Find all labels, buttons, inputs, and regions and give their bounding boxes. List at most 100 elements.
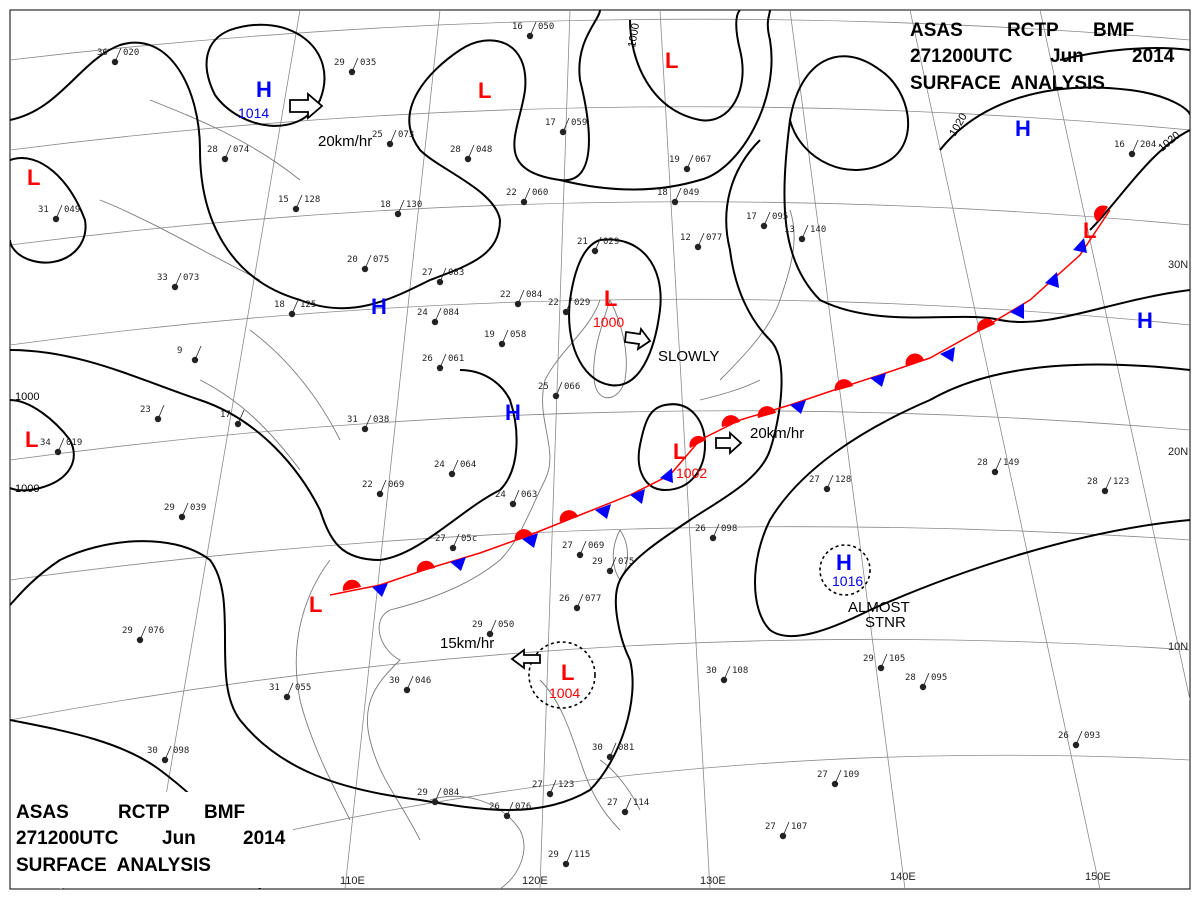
station-pressure: 140 xyxy=(810,225,826,235)
station-pressure: 049 xyxy=(683,188,699,198)
low-center: L xyxy=(673,439,686,464)
isobar-low-ring-north xyxy=(629,10,744,122)
station-temperature: 30 xyxy=(389,676,400,686)
title-line-3: SURFACE ANALYSIS xyxy=(910,73,1105,94)
isobar-label: 1000 xyxy=(15,483,39,495)
wind-barb xyxy=(1104,476,1112,492)
cold-triangle xyxy=(522,533,538,548)
wind-barb xyxy=(295,194,303,210)
station-pressure: 125 xyxy=(300,300,316,310)
station-plot: 18 049 xyxy=(657,187,699,206)
station-temperature: 27 xyxy=(422,268,433,278)
station-plot: 22 029 xyxy=(548,297,590,316)
title-line-2-word: 271200UTC xyxy=(910,46,1013,67)
dotted-rings xyxy=(528,544,871,709)
warm-semicircle xyxy=(905,353,924,366)
station-pressure: 128 xyxy=(304,195,320,205)
station-temperature: 20 xyxy=(347,255,358,265)
wind-barb xyxy=(194,345,202,361)
title-top-right: ASAS RCTP BMF 271200UTC Jun 2014 SURFACE… xyxy=(910,20,1175,94)
station-temperature: 12 xyxy=(680,233,691,243)
station-temperature: 31 xyxy=(269,683,280,693)
station-plot: 25 073 xyxy=(372,129,414,148)
longitude-line-130e xyxy=(659,10,711,889)
title-line-1-word: BMF xyxy=(204,802,245,823)
wind-barb xyxy=(826,474,834,490)
wind-barb xyxy=(291,299,299,315)
station-plot: 34 019 xyxy=(40,437,82,456)
wind-barb xyxy=(523,187,531,203)
station-pressure: 095 xyxy=(772,212,788,222)
station-plot: 17 095 xyxy=(746,211,788,230)
station-temperature: 29 xyxy=(417,788,428,798)
low-center: L xyxy=(604,286,617,311)
wind-barb xyxy=(114,47,122,63)
latitude-line-40n xyxy=(10,18,1190,61)
station-plot: 9 xyxy=(177,345,202,364)
station-pressure: 067 xyxy=(695,155,711,165)
wind-barb xyxy=(467,144,475,160)
station-plot: 31 038 xyxy=(347,414,389,433)
warm-semicircle xyxy=(559,510,578,522)
wind-barb xyxy=(565,297,573,313)
station-temperature: 18 xyxy=(380,200,391,210)
wind-barb xyxy=(674,187,682,203)
wind-barb xyxy=(406,675,414,691)
china-coast xyxy=(366,299,601,841)
warm-semicircle xyxy=(721,415,740,427)
station-temperature: 24 xyxy=(434,460,445,470)
wind-barb xyxy=(55,204,63,220)
station-temperature: 26 xyxy=(422,354,433,364)
warm-semicircle xyxy=(416,560,435,572)
wind-barb xyxy=(609,556,617,572)
wind-barb xyxy=(434,787,442,803)
station-pressure: 115 xyxy=(574,850,590,860)
wind-barb xyxy=(181,502,189,518)
title-line-3: SURFACE ANALYSIS xyxy=(16,855,211,876)
station-plot: 27 107 xyxy=(765,821,807,840)
wind-barb xyxy=(517,289,525,305)
inland-rivers-south xyxy=(199,329,341,471)
wind-barb xyxy=(549,779,557,795)
warm-semicircle xyxy=(689,435,706,448)
station-plot: 19 067 xyxy=(669,154,711,173)
station-temperature: 17 xyxy=(545,118,556,128)
wind-barb xyxy=(489,619,497,635)
station-plot: 28 048 xyxy=(450,144,492,163)
station-temperature: 26 xyxy=(695,524,706,534)
station-temperature: 24 xyxy=(495,490,506,500)
high-center: H xyxy=(371,294,387,319)
title-line-1-word: BMF xyxy=(1093,20,1134,41)
station-plot: 30 081 xyxy=(592,742,634,761)
isobar-main-long xyxy=(783,55,1190,324)
station-temperature: 16 xyxy=(512,22,523,32)
station-plot: 16 050 xyxy=(512,21,554,40)
lon-label: 150E xyxy=(1085,871,1111,883)
low-center: L xyxy=(1083,218,1096,243)
station-pressure: 05c xyxy=(461,534,477,544)
cold-triangle xyxy=(660,468,673,483)
cold-triangle xyxy=(372,583,388,597)
dotted-ring-low-1004 xyxy=(528,641,596,709)
wind-barb xyxy=(1075,730,1083,746)
title-line-1-word: RCTP xyxy=(118,802,170,823)
station-temperature: 31 xyxy=(38,205,49,215)
isobar-low-1002-ring xyxy=(637,403,707,492)
isobar-west-bowl xyxy=(10,349,518,562)
high-pressure-value: 1016 xyxy=(832,573,863,589)
station-pressure: 050 xyxy=(498,620,514,630)
wind-barb xyxy=(139,625,147,641)
station-temperature: 27 xyxy=(435,534,446,544)
station-pressure: 123 xyxy=(1113,477,1129,487)
station-temperature: 27 xyxy=(607,798,618,808)
wind-barb xyxy=(439,267,447,283)
warm-semicircle xyxy=(342,579,361,591)
station-temperature: 27 xyxy=(765,822,776,832)
wind-barb xyxy=(880,653,888,669)
low-center: L xyxy=(665,48,678,73)
wind-barb xyxy=(609,742,617,758)
station-temperature: 18 xyxy=(657,188,668,198)
station-plot: 27 05c xyxy=(435,533,477,552)
station-pressure: 029 xyxy=(574,298,590,308)
station-plot: 27 128 xyxy=(809,474,851,493)
